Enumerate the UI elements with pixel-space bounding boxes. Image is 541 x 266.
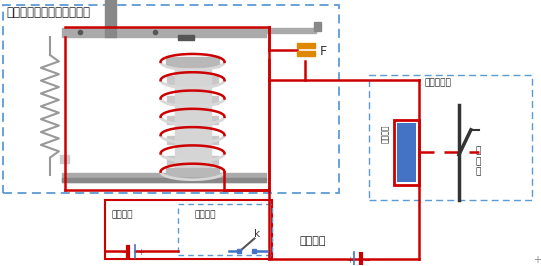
Bar: [175, 62, 210, 172]
Bar: [62, 173, 266, 182]
Bar: [60, 155, 69, 163]
Text: 保护回路: 保护回路: [112, 211, 133, 219]
Text: 中间继电器（出口继电器）: 中间继电器（出口继电器）: [6, 6, 90, 19]
Bar: [167, 58, 219, 66]
Text: 保护装置: 保护装置: [195, 211, 216, 219]
Text: 分闸线圈: 分闸线圈: [381, 125, 390, 143]
Bar: [62, 28, 266, 37]
Bar: [167, 136, 219, 144]
Bar: [394, 120, 419, 185]
Bar: [62, 178, 266, 182]
Text: +: +: [533, 255, 541, 265]
Bar: [266, 28, 316, 33]
Text: −: −: [363, 256, 370, 265]
Bar: [314, 22, 321, 31]
Text: F: F: [319, 45, 326, 59]
Text: k: k: [254, 228, 261, 239]
Text: −: −: [120, 248, 127, 257]
Text: +: +: [137, 248, 143, 257]
Text: 断
路
器: 断 路 器: [476, 147, 481, 177]
Bar: [298, 43, 315, 48]
Bar: [167, 116, 219, 124]
Bar: [167, 96, 219, 104]
Bar: [397, 123, 416, 182]
Bar: [177, 35, 194, 40]
Bar: [298, 51, 315, 56]
Text: 控制回路: 控制回路: [299, 236, 326, 247]
Text: 断路器机构: 断路器机构: [424, 78, 451, 87]
Bar: [105, 200, 272, 259]
Bar: [105, 0, 116, 37]
Bar: [166, 57, 220, 67]
Bar: [166, 168, 220, 176]
Bar: [167, 156, 219, 164]
Text: +: +: [346, 256, 353, 265]
Bar: [167, 76, 219, 84]
Bar: [167, 168, 219, 176]
